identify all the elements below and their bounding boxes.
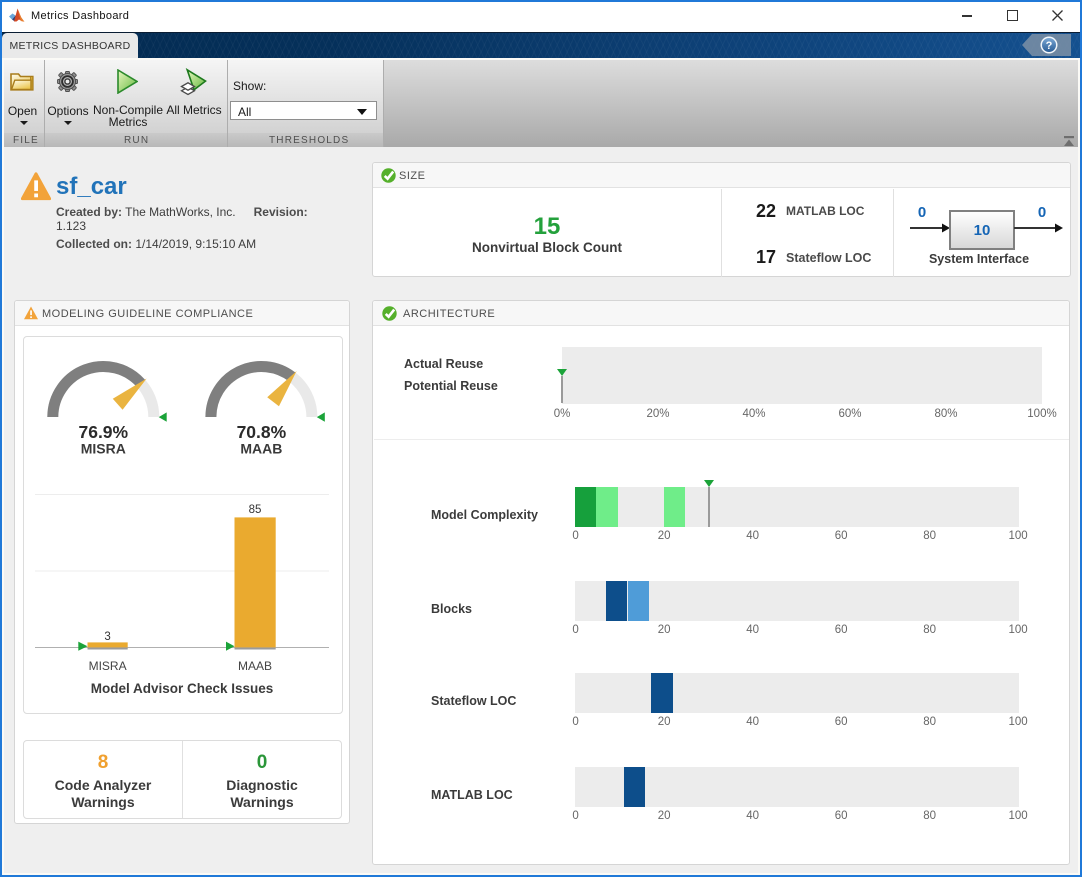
svg-text:?: ?	[1046, 40, 1053, 52]
svg-text:85: 85	[249, 504, 262, 516]
svg-text:MAAB: MAAB	[240, 441, 282, 457]
svg-text:System Interface: System Interface	[929, 252, 1029, 266]
svg-text:MISRA: MISRA	[89, 659, 127, 673]
svg-text:3: 3	[104, 631, 110, 643]
svg-text:70.8%: 70.8%	[237, 422, 287, 442]
svg-text:0: 0	[1038, 204, 1046, 221]
svg-text:MISRA: MISRA	[81, 441, 126, 457]
svg-text:Model Advisor Check Issues: Model Advisor Check Issues	[91, 681, 274, 696]
svg-text:MAAB: MAAB	[238, 659, 272, 673]
svg-text:10: 10	[974, 222, 991, 239]
svg-text:0: 0	[918, 204, 926, 221]
svg-text:76.9%: 76.9%	[78, 422, 128, 442]
